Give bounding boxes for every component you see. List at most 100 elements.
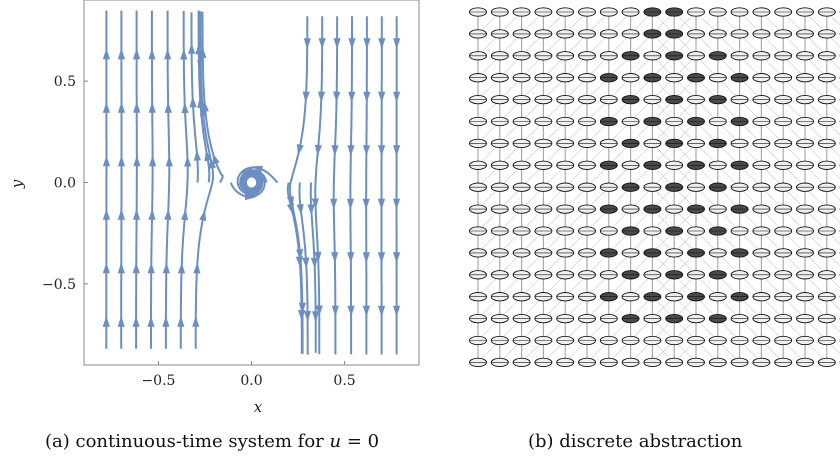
stream-arrowhead — [314, 144, 322, 156]
stream-arrowhead — [102, 208, 110, 220]
streamline — [135, 10, 138, 349]
stream-arrowhead — [348, 38, 356, 49]
stream-arrowhead — [347, 252, 355, 264]
stream-arrowhead — [393, 198, 401, 210]
stream-arrowhead — [330, 198, 338, 210]
x-tick-label: 0.0 — [240, 373, 262, 389]
stream-arrowhead — [377, 252, 386, 264]
stream-arrowhead — [362, 145, 370, 157]
stream-arrowhead — [346, 198, 354, 210]
stream-arrowhead — [180, 48, 188, 60]
stream-arrowhead — [377, 198, 386, 210]
stream-arrowhead — [148, 209, 156, 220]
stream-arrowhead — [165, 155, 173, 167]
stream-arrowhead — [314, 251, 322, 263]
stream-arrowhead — [204, 150, 212, 162]
caption-a-math: u — [329, 431, 342, 452]
stream-arrowhead — [193, 149, 201, 161]
y-tick-label: 0.0 — [54, 176, 76, 192]
stream-arrowhead — [177, 262, 186, 274]
stream-arrowhead — [315, 305, 323, 317]
stream-arrowhead — [393, 145, 401, 157]
stream-arrowhead — [102, 101, 110, 113]
stream-arrowhead — [164, 102, 172, 113]
stream-arrowhead — [149, 155, 157, 167]
stream-arrowhead — [117, 208, 125, 220]
y-axis-label: y — [8, 179, 26, 189]
stream-arrowhead — [133, 208, 141, 220]
stream-arrowhead — [192, 316, 200, 327]
stream-arrowhead — [188, 42, 196, 54]
stream-arrowhead — [117, 262, 125, 274]
stream-arrowhead — [303, 38, 311, 49]
stream-arrowhead — [298, 310, 306, 321]
stream-arrowhead — [132, 262, 140, 274]
stream-arrowhead — [311, 198, 319, 210]
stream-arrowhead — [312, 311, 320, 323]
stream-arrowhead — [295, 256, 303, 268]
stream-arrowhead — [162, 262, 170, 274]
stream-arrowhead — [177, 316, 185, 327]
stream-arrowhead — [363, 38, 371, 49]
stream-arrowhead — [199, 209, 207, 221]
stream-arrowhead — [102, 262, 110, 274]
stream-arrowhead — [117, 48, 125, 60]
stream-arrowhead — [133, 48, 141, 60]
stream-arrowhead — [132, 316, 140, 327]
x-axis-label: x — [254, 398, 263, 416]
stream-arrowhead — [331, 145, 339, 156]
caption-b: (b) discrete abstraction — [528, 431, 743, 452]
caption-a-text: (a) continuous-time system for — [45, 431, 330, 452]
stream-arrowhead — [248, 187, 261, 195]
stream-arrowhead — [251, 165, 263, 173]
stream-arrowhead — [296, 144, 304, 156]
stream-arrowhead — [378, 38, 386, 49]
streamline — [314, 16, 324, 355]
stream-arrowhead — [201, 100, 209, 112]
streamline — [332, 16, 339, 355]
stream-arrowhead — [102, 155, 110, 167]
streamline — [365, 16, 368, 355]
plot-frame — [83, 0, 420, 366]
stream-arrowhead — [393, 252, 401, 264]
stream-plot: −0.5 0.0 0.5 0.5 0.0 −0.5 x y — [8, 0, 420, 416]
stream-arrowhead — [195, 43, 203, 55]
stream-arrowhead — [147, 316, 155, 327]
stream-arrowhead — [184, 155, 192, 167]
panel-b: (b) discrete abstraction — [462, 0, 840, 462]
stream-arrowhead — [209, 157, 217, 169]
stream-arrowhead — [117, 155, 126, 167]
streamline — [150, 10, 154, 349]
stream-arrowhead — [331, 305, 339, 317]
stream-arrowhead — [318, 38, 326, 49]
stream-arrowhead — [317, 91, 326, 103]
stream-arrowhead — [162, 316, 170, 327]
stream-arrowhead — [362, 198, 370, 210]
streamline — [164, 10, 171, 349]
stream-arrowhead — [378, 305, 386, 317]
streamlines — [102, 10, 401, 355]
stream-arrowhead — [333, 91, 341, 103]
stream-arrowhead — [133, 155, 141, 167]
stream-arrowhead — [378, 91, 386, 103]
stream-arrowhead — [117, 101, 126, 113]
stream-arrowhead — [199, 47, 207, 58]
stream-arrowhead — [164, 48, 172, 60]
stream-arrowhead — [164, 209, 172, 220]
caption-a-suffix: = 0 — [341, 431, 380, 452]
stream-arrowhead — [310, 257, 318, 269]
stream-arrowhead — [239, 168, 250, 179]
stream-arrowhead — [393, 91, 401, 103]
stream-arrowhead — [189, 96, 197, 108]
stream-arrowhead — [302, 257, 310, 269]
streamline — [179, 10, 189, 349]
stream-arrowhead — [117, 316, 125, 327]
stream-arrowhead — [244, 192, 256, 201]
stream-arrowhead — [197, 97, 205, 108]
stream-arrowhead — [296, 204, 304, 216]
stream-arrowhead — [133, 101, 141, 113]
stream-arrowhead — [393, 305, 401, 317]
stream-arrowhead — [347, 145, 355, 156]
y-tick-label: −0.5 — [42, 277, 76, 293]
stream-arrowhead — [378, 145, 386, 157]
